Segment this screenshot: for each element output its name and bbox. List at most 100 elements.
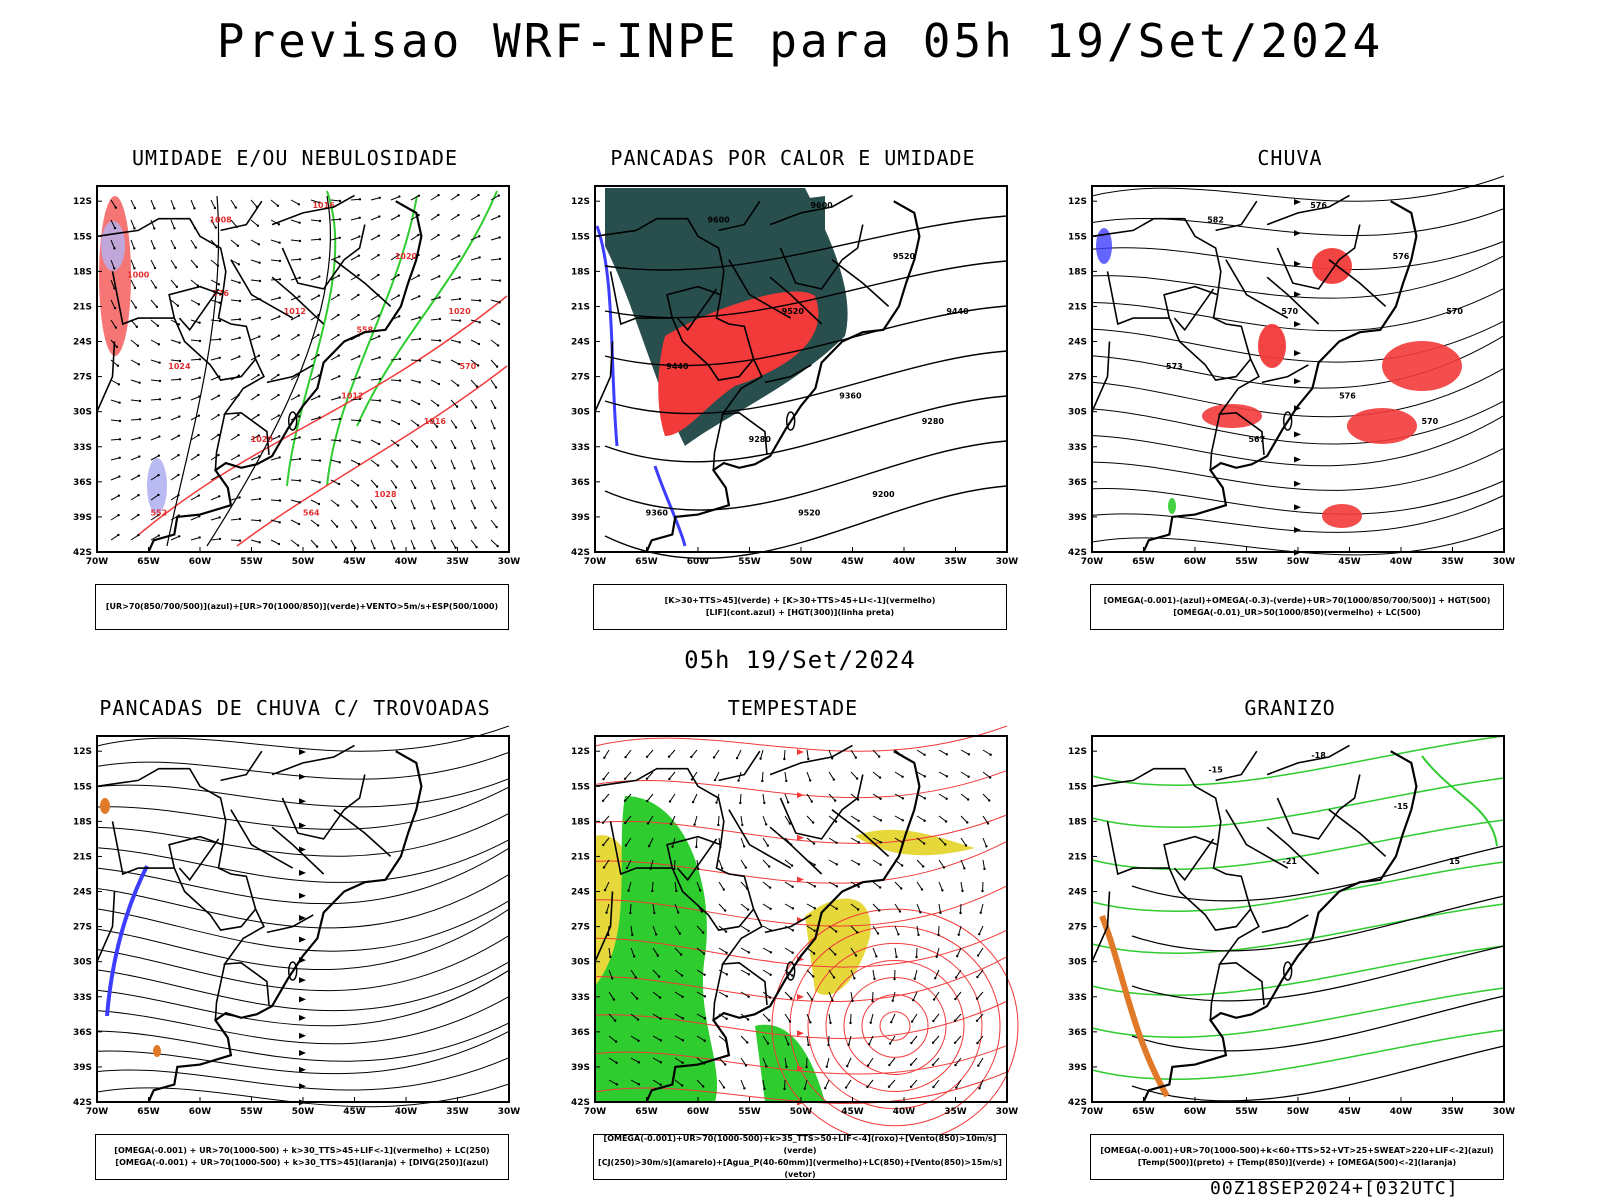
streamline [96,847,510,905]
contour-label: 576 [1393,252,1410,261]
wind850-vector [872,881,881,888]
lc850-streamline-arrow [797,749,804,755]
wind850-vector [960,837,967,846]
lat-tick-label: 36S [1068,1028,1087,1038]
wind850-vector-head [857,863,861,866]
wind-vector-head [237,413,240,417]
lon-tick-label: 55W [1235,557,1258,567]
wind-vector [470,539,477,548]
wind-vector-head [133,247,136,250]
humidity-blue-area [147,458,167,514]
wind-vector-head [453,467,456,470]
lat-tick-label: 39S [571,1063,590,1073]
wind850-vector-head [931,1041,935,1044]
wind850-vector [850,903,859,910]
streamline-arrow [299,846,306,853]
wind-vector [370,419,380,423]
wind-vector [190,279,199,287]
wind-vector [270,394,279,401]
wind-vector [150,339,160,345]
lon-tick-label: 70W [584,557,607,567]
border-line [271,744,355,776]
wind-vector-head [257,354,261,357]
wind-vector-head [277,414,281,417]
wind-vector [410,275,420,281]
wind-vector [250,317,260,321]
wind-vector-head [394,486,398,489]
wind850-vector-head [634,976,638,979]
wind-vector-head [375,485,379,488]
wind-vector [150,219,155,229]
wind-vector [270,374,279,381]
temp500-contour [1131,945,1505,1002]
wind850-vector-head [759,757,762,760]
wind-vector [350,236,360,241]
wind-vector [150,535,160,541]
wind850-vector [740,859,747,868]
wind-vector-head [133,267,136,270]
page-title: Previsao WRF-INPE para 05h 19/Set/2024 [216,14,1384,68]
wind850-vector [934,969,940,979]
wind850-vector [938,793,947,800]
wind-vector-head [457,234,461,237]
wind-vector-head [358,198,362,201]
wind-vector [430,297,440,301]
wind-vector-head [398,379,402,382]
wind-vector [390,519,396,529]
wind-vector [170,239,176,249]
wind-vector-head [197,473,200,477]
wind-vector [350,499,358,507]
wind-vector-head [278,521,281,524]
wind850-vector [674,947,682,955]
wind850-vector [739,793,742,804]
wind850-vector-head [636,1018,640,1021]
lon-tick-label: 40W [395,557,418,567]
wind850-vector [872,837,882,843]
wind-vector [470,257,480,261]
wind-vector [150,514,159,521]
wind-vector-head [497,194,501,197]
wind850-vector-head [763,801,766,805]
wind-vector [230,279,240,284]
geopotential-height-contour [604,395,1008,463]
wind-vector-head [494,386,498,389]
wind-vector-head [116,364,120,367]
wind-vector-head [437,382,441,386]
instability-green-area [745,196,825,256]
lat-tick-label: 33S [571,993,590,1003]
lat-tick-label: 36S [571,1028,590,1038]
lat-tick-label: 27S [571,923,590,933]
wind-vector [150,279,157,288]
wind-vector [170,199,175,209]
wind850-vector-head [703,973,706,977]
lat-tick-label: 33S [1068,993,1087,1003]
wind850-vector [955,1079,962,1088]
wind-vector-head [138,455,141,458]
wind850-vector [954,1035,962,1044]
wind-vector-head [198,339,202,343]
border-line [1106,821,1170,876]
wind850-vector-head [739,801,742,805]
wind850-vector-head [725,973,729,976]
wind850-vector-head [786,801,790,804]
streamline [96,1057,510,1091]
instability-red-area [658,291,819,436]
wind850-vector-head [791,885,794,889]
wind-vector-head [418,359,422,362]
wind-vector [250,219,259,227]
wind-vector [130,494,139,501]
wind-vector-head [114,206,117,209]
wind-vector [150,199,155,209]
wind-vector [410,539,415,549]
lat-tick-label: 42S [571,548,590,558]
wind-vector-head [238,475,241,478]
wind-vector-head [238,539,242,542]
wind-vector [210,395,220,401]
wind-vector-head [258,335,261,338]
lc850-streamline [594,956,1008,1002]
wind-vector-head [457,362,461,366]
wind850-vector-head [747,973,751,976]
contour-label: -15 [1394,802,1409,811]
lon-tick-label: 35W [1441,1107,1464,1117]
wind850-vector-head [832,976,836,979]
